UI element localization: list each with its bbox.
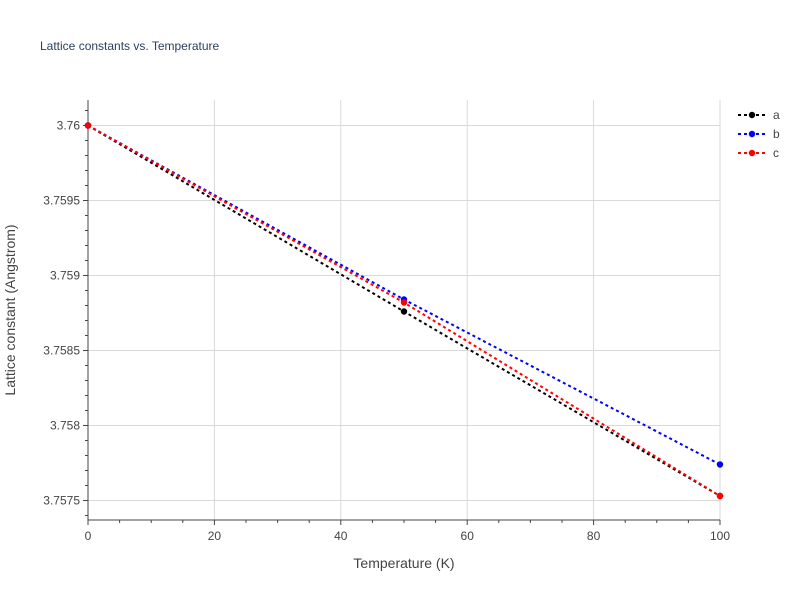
series-b (84, 122, 724, 468)
legend-marker-b (748, 130, 756, 138)
y-tick-label: 3.76 (57, 119, 81, 133)
series-line-b (87, 124, 721, 466)
series-a (84, 122, 724, 500)
legend-marker-c (748, 149, 756, 157)
y-ticks: 3.7575 3.758 3.7585 3.759 3.7595 3.76 (43, 110, 88, 516)
chart-title: Lattice constants vs. Temperature (40, 39, 220, 53)
x-tick-label: 100 (710, 529, 730, 543)
data-point-c[interactable] (84, 122, 92, 129)
x-ticks: 0 20 40 60 80 100 (85, 520, 730, 543)
data-point-a[interactable] (400, 308, 408, 315)
legend-marker-a (748, 111, 756, 119)
legend-label-b: b (773, 127, 780, 141)
y-tick-label: 3.7575 (43, 494, 80, 508)
data-point-b[interactable] (716, 461, 724, 468)
y-tick-label: 3.7595 (43, 194, 80, 208)
y-tick-label: 3.758 (50, 419, 80, 433)
x-tick-label: 20 (208, 529, 222, 543)
legend[interactable]: abc (738, 108, 780, 160)
grid (88, 100, 721, 520)
legend-label-c: c (773, 146, 779, 160)
x-tick-label: 80 (587, 529, 601, 543)
x-tick-label: 0 (85, 529, 92, 543)
data-point-c[interactable] (716, 492, 724, 500)
series-c (84, 122, 724, 500)
legend-item-c[interactable]: c (738, 146, 779, 160)
x-tick-label: 60 (461, 529, 475, 543)
y-tick-label: 3.759 (50, 269, 80, 283)
x-tick-label: 40 (334, 529, 348, 543)
legend-label-a: a (773, 108, 780, 122)
legend-item-a[interactable]: a (738, 108, 780, 122)
y-axis-title: Lattice constant (Angstrom) (2, 224, 18, 395)
data-point-c[interactable] (400, 299, 408, 306)
series-layer (84, 122, 724, 500)
x-axis-title: Temperature (K) (353, 555, 454, 571)
y-tick-label: 3.7585 (43, 344, 80, 358)
legend-item-b[interactable]: b (738, 127, 780, 141)
